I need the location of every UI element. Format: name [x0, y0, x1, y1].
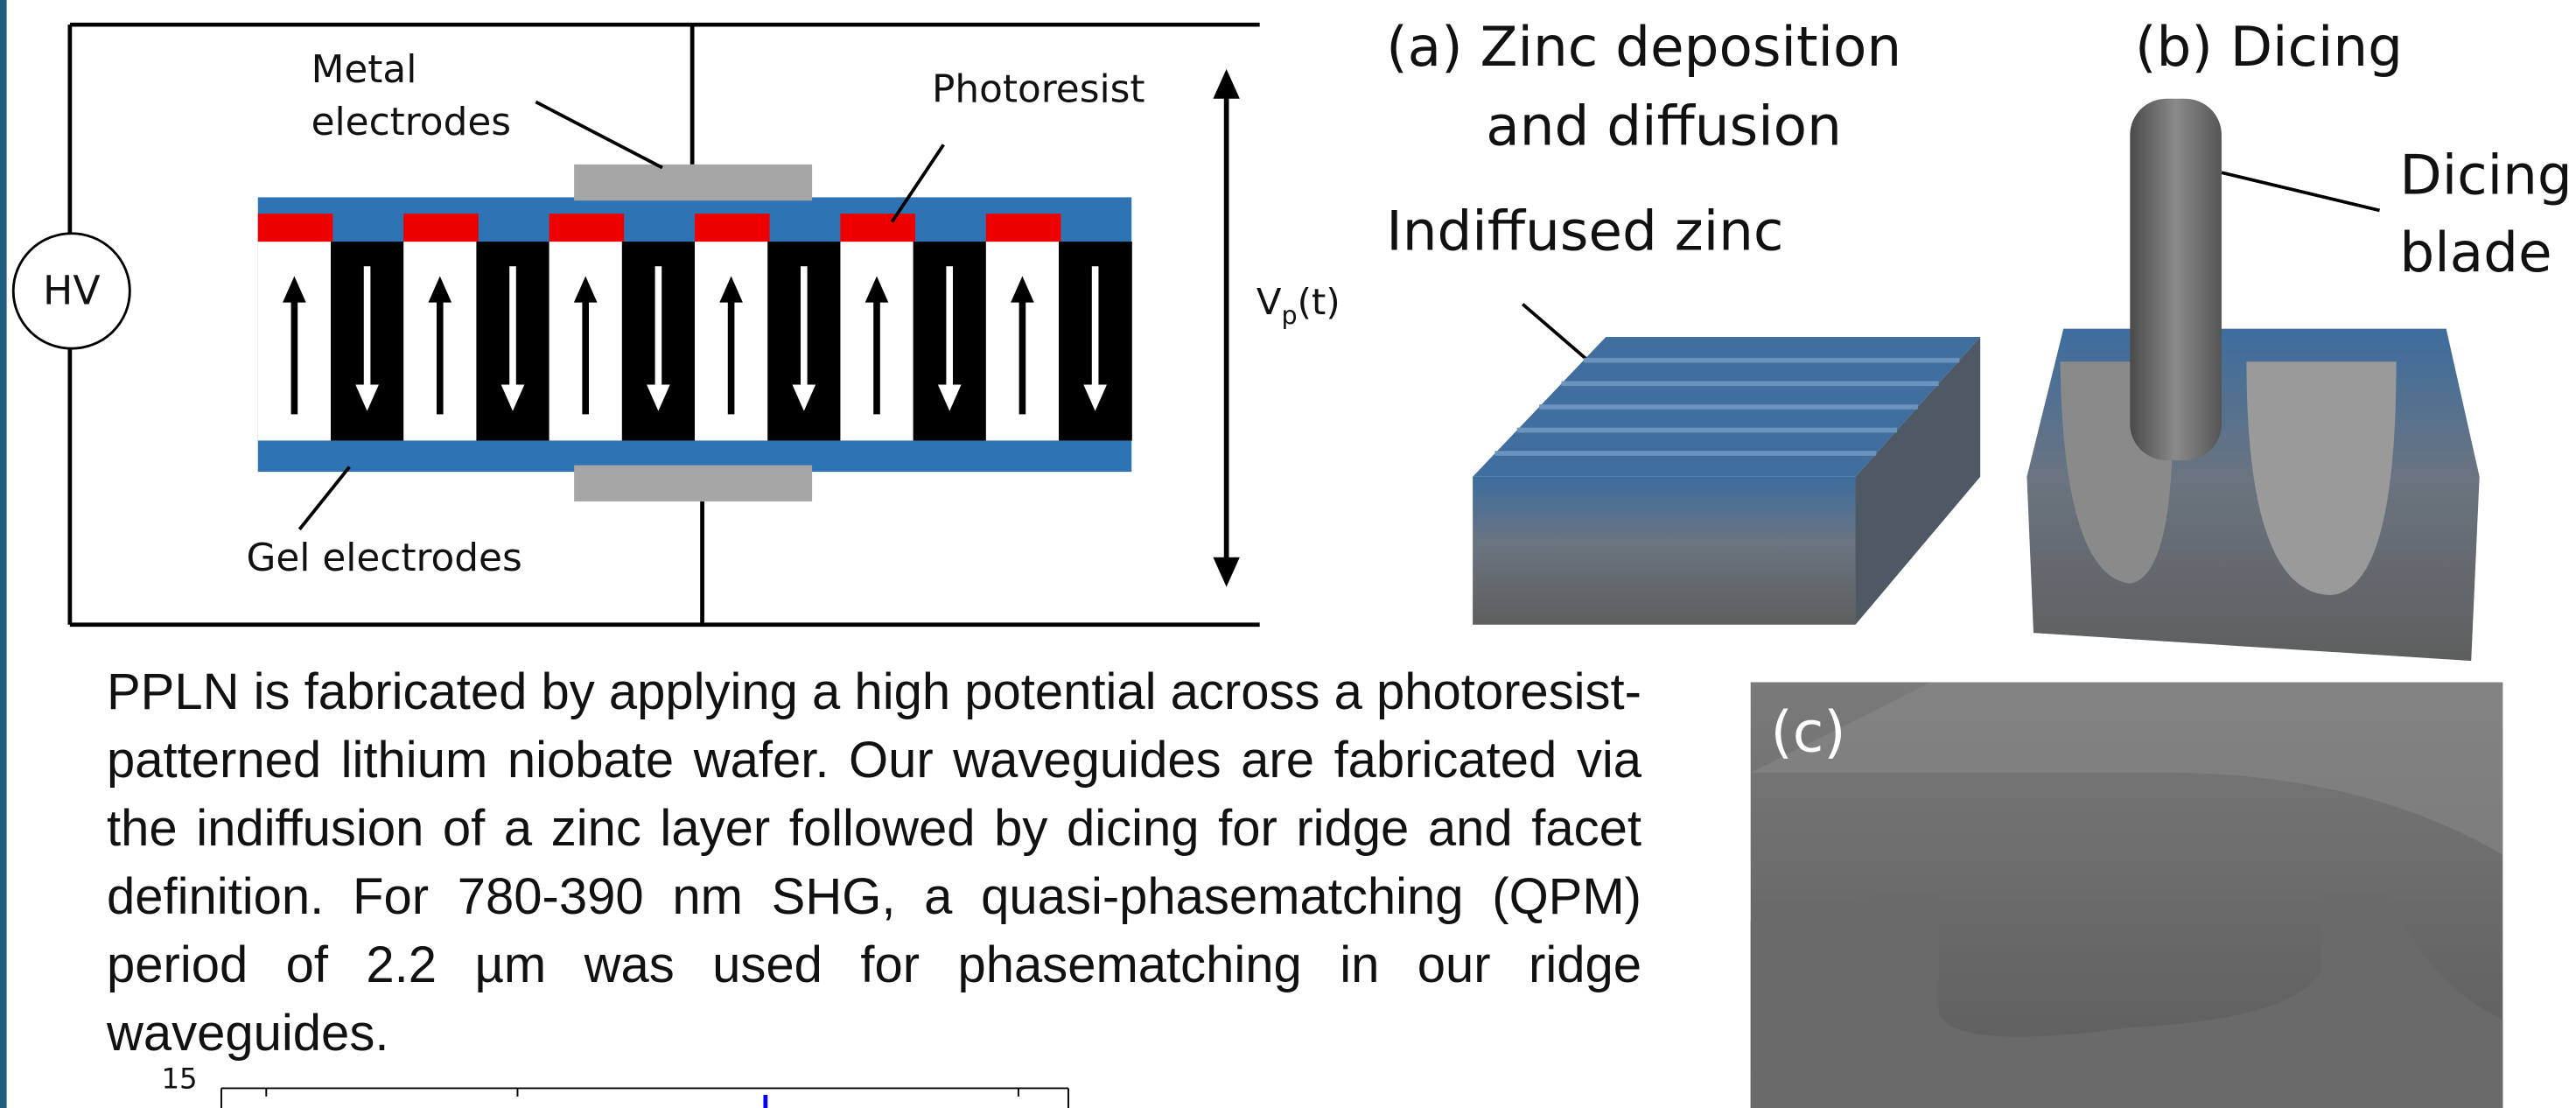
domains [258, 214, 1132, 440]
label: Indiffused zinc [1386, 200, 1783, 263]
panel-label: (c) [1771, 700, 1846, 766]
chart-frame [221, 1088, 1068, 1108]
arrow-head [1213, 69, 1239, 99]
panel-label: and diffusion [1486, 95, 1842, 158]
metal-electrode [574, 165, 812, 200]
side-bar [0, 0, 7, 1108]
paragraph: PPLN is fabricated by applying a high po… [107, 658, 1642, 1068]
dicing-blade [2130, 99, 2222, 460]
label: electrodes [312, 101, 511, 144]
hv-label: HV [43, 268, 101, 314]
arrow-head [1213, 558, 1239, 587]
label: Dicing [2399, 144, 2572, 207]
panel-label: (a) Zinc deposition [1386, 15, 1901, 79]
v-rest: (t) [1298, 280, 1340, 323]
photoresist-block [403, 214, 479, 242]
v: V [1256, 280, 1282, 323]
poster-section: HV Metal electrodes Photoresist Gel elec… [0, 0, 2576, 1108]
photoresist-block [258, 214, 333, 242]
block-front [1473, 477, 1855, 625]
metal-electrode [574, 466, 812, 501]
photoresist-block [695, 214, 770, 242]
v-sub: p [1281, 301, 1297, 330]
voltage-label: Vp(t) [1256, 280, 1340, 330]
photoresist-block [550, 214, 625, 242]
panel-label: (b) Dicing [2135, 15, 2403, 79]
label: Gel electrodes [246, 536, 522, 580]
photoresist-block [986, 214, 1061, 242]
label: Photoresist [932, 68, 1145, 112]
label: Metal [312, 48, 417, 92]
label: blade [2399, 221, 2552, 284]
photoresist-block [840, 214, 915, 242]
